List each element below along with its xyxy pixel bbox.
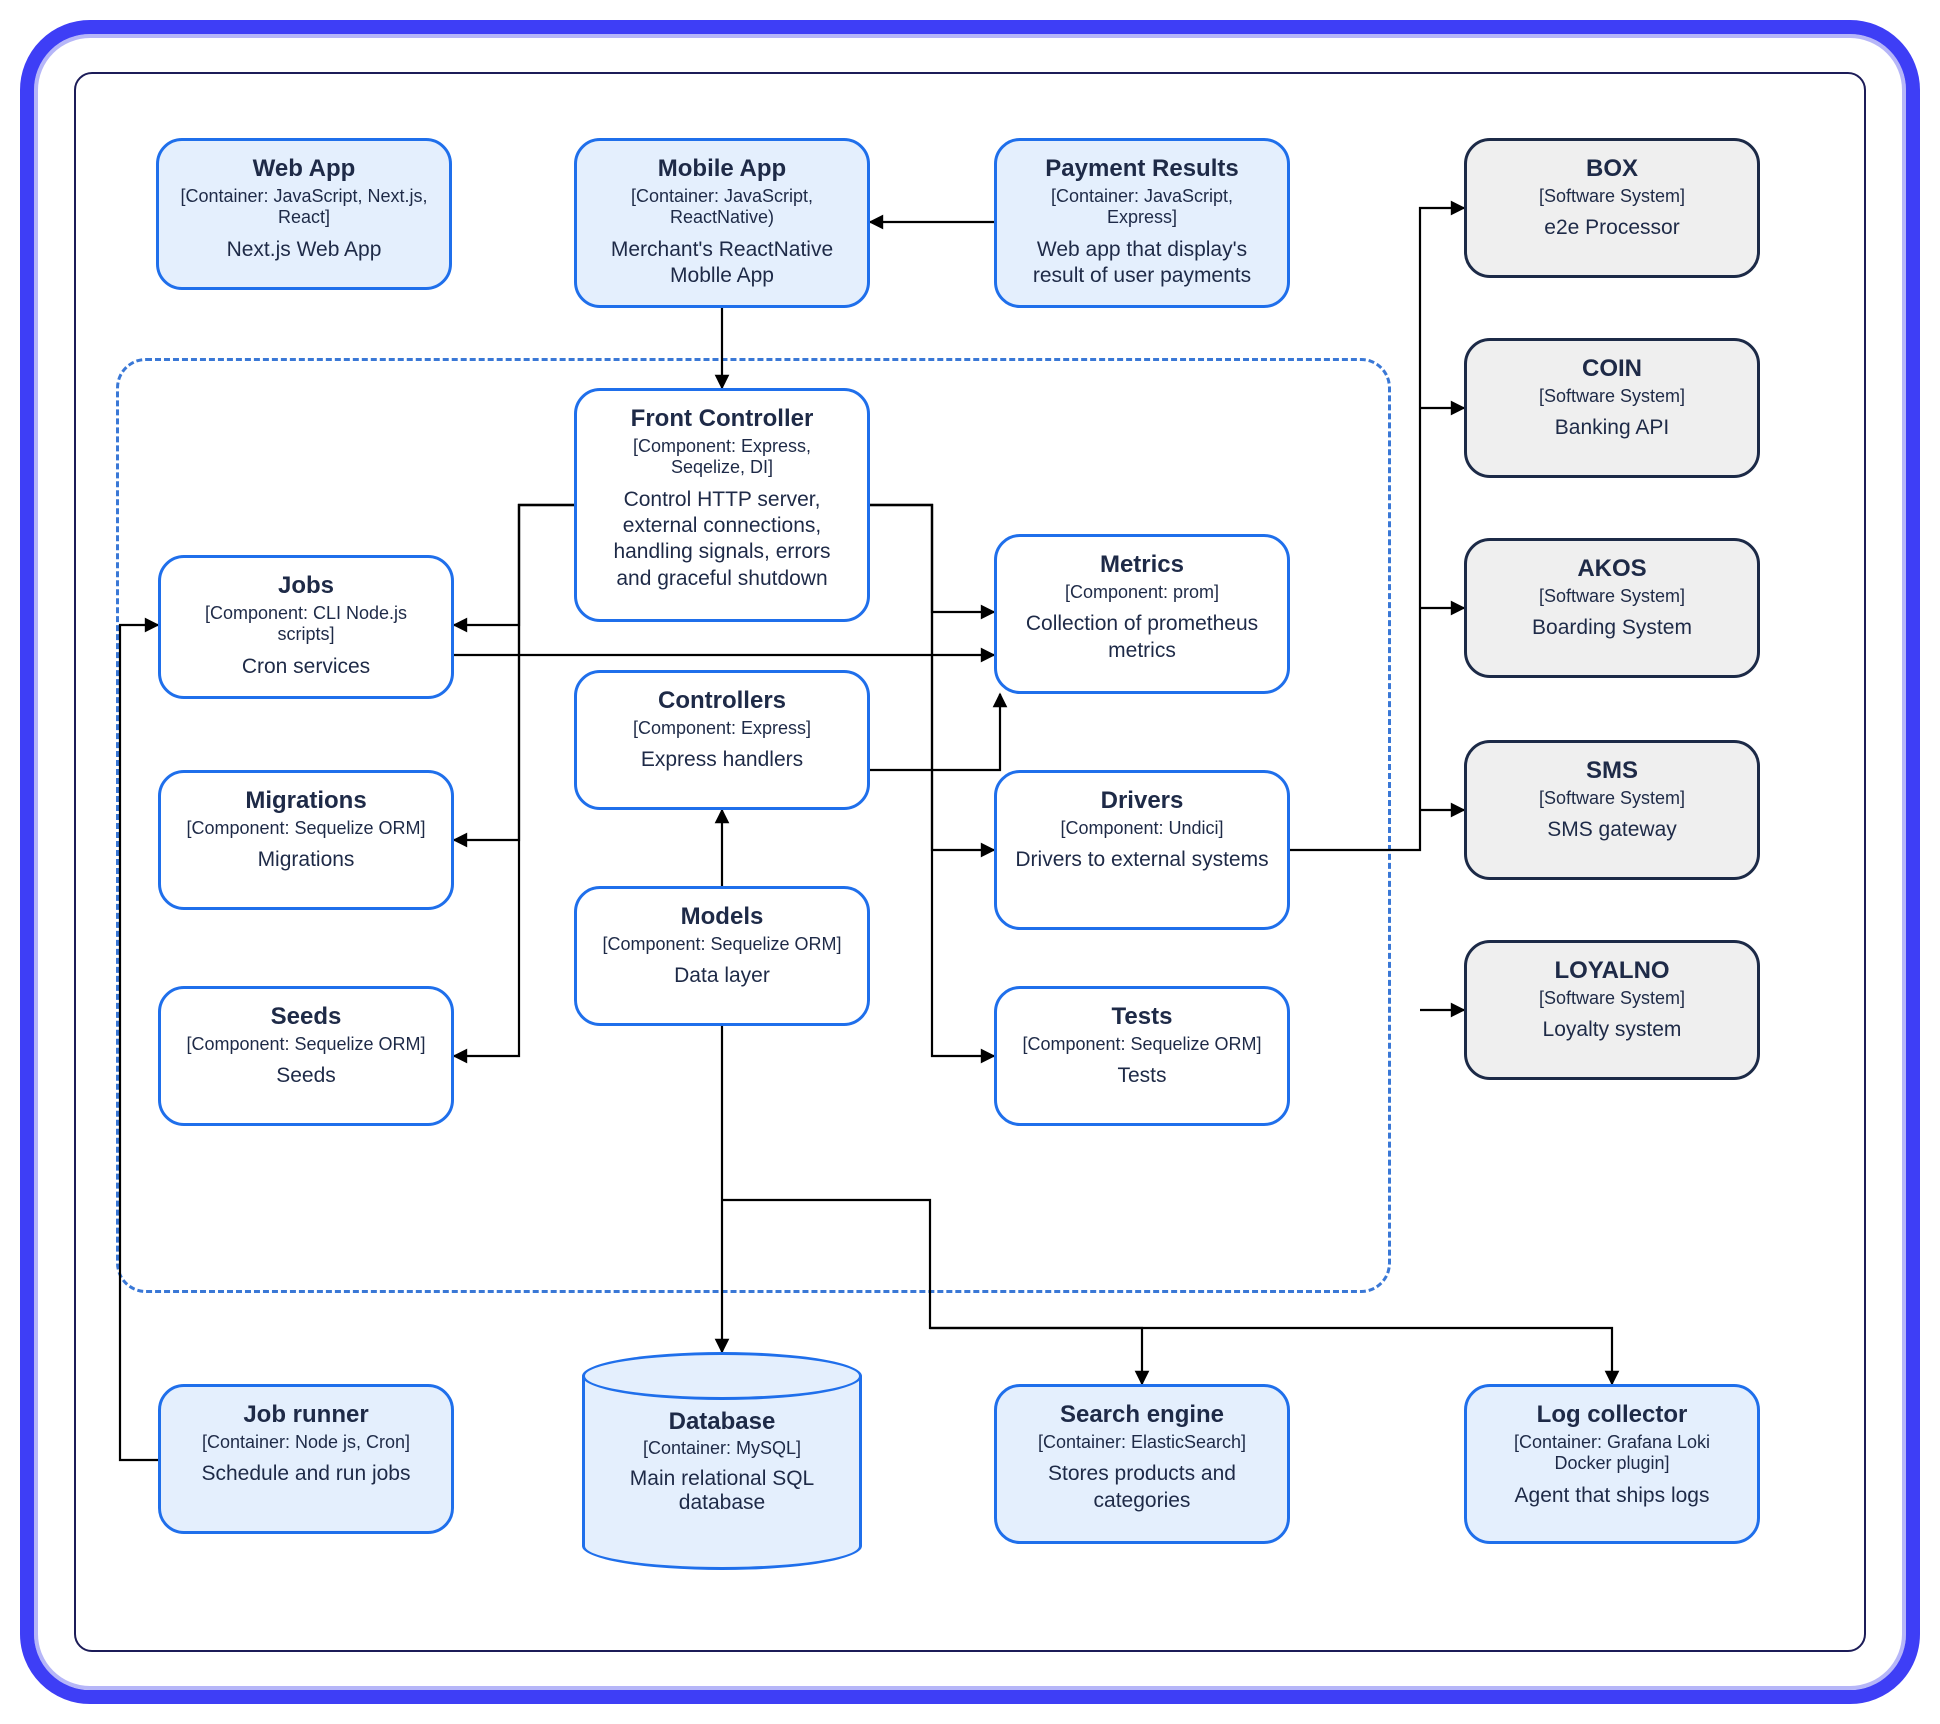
node-sub: [Container: Grafana Loki Docker plugin]: [1485, 1432, 1739, 1475]
node-tests: Tests[Component: Sequelize ORM]Tests: [994, 986, 1290, 1126]
node-title: Database: [598, 1408, 846, 1436]
node-box: BOX[Software System] e2e Processor: [1464, 138, 1760, 278]
node-title: Mobile App: [595, 155, 849, 184]
node-sub: [Component: CLI Node.js scripts]: [179, 603, 433, 646]
node-sub: [Software System]: [1485, 988, 1739, 1010]
node-desc: Next.js Web App: [177, 237, 431, 263]
node-desc: Agent that ships logs: [1485, 1483, 1739, 1509]
node-title: Seeds: [179, 1003, 433, 1032]
node-desc: SMS gateway: [1485, 817, 1739, 843]
node-title: Controllers: [595, 687, 849, 716]
node-desc: Migrations: [179, 847, 433, 873]
node-desc: Web app that display's result of user pa…: [1015, 237, 1269, 290]
node-loyalno: LOYALNO[Software System] Loyalty system: [1464, 940, 1760, 1080]
node-title: Drivers: [1015, 787, 1269, 816]
node-title: Migrations: [179, 787, 433, 816]
node-desc: Collection of prometheus metrics: [1015, 611, 1269, 664]
node-title: Metrics: [1015, 551, 1269, 580]
node-models: Models[Component: Sequelize ORM] Data lay…: [574, 886, 870, 1026]
node-sub: [Software System]: [1485, 386, 1739, 408]
node-sub: [Software System]: [1485, 186, 1739, 208]
node-migrations: Migrations[Component: Sequelize ORM]Migr…: [158, 770, 454, 910]
node-desc: Seeds: [179, 1063, 433, 1089]
node-sub: [Component: Sequelize ORM]: [179, 1034, 433, 1056]
node-sub: [Component: Sequelize ORM]: [1015, 1034, 1269, 1056]
node-title: Models: [595, 903, 849, 932]
node-title: Search engine: [1015, 1401, 1269, 1430]
node-desc: Boarding System: [1485, 615, 1739, 641]
node-title: LOYALNO: [1485, 957, 1739, 986]
node-desc: Main relational SQL database: [598, 1467, 846, 1515]
node-title: Payment Results: [1015, 155, 1269, 184]
node-desc: Merchant's ReactNative Moblle App: [595, 237, 849, 290]
node-controllers: Controllers[Component: Express] Express h…: [574, 670, 870, 810]
node-desc: Cron services: [179, 654, 433, 680]
node-desc: e2e Processor: [1485, 215, 1739, 241]
node-akos: AKOS[Software System] Boarding System: [1464, 538, 1760, 678]
node-sub: [Container: MySQL]: [598, 1438, 846, 1459]
node-desc: Drivers to external systems: [1015, 847, 1269, 873]
node-sub: [Container: JavaScript, Next.js, React]: [177, 186, 431, 229]
node-drivers: Drivers[Component: Undici] Drivers to ext…: [994, 770, 1290, 930]
node-sub: [Software System]: [1485, 788, 1739, 810]
node-desc: Loyalty system: [1485, 1017, 1739, 1043]
node-mobile: Mobile App[Container: JavaScript, ReactN…: [574, 138, 870, 308]
node-desc: Control HTTP server, external connection…: [595, 487, 849, 592]
node-sub: [Container: Node js, Cron]: [179, 1432, 433, 1454]
node-sub: [Container: JavaScript, Express]: [1015, 186, 1269, 229]
node-desc: Schedule and run jobs: [179, 1461, 433, 1487]
node-database: Database[Container: MySQL] Main relationa…: [582, 1352, 862, 1570]
node-title: AKOS: [1485, 555, 1739, 584]
node-title: Tests: [1015, 1003, 1269, 1032]
node-sub: [Component: Sequelize ORM]: [595, 934, 849, 956]
node-title: BOX: [1485, 155, 1739, 184]
node-title: Jobs: [179, 572, 433, 601]
node-desc: Stores products and categories: [1015, 1461, 1269, 1514]
node-sub: [Component: prom]: [1015, 582, 1269, 604]
node-desc: Express handlers: [595, 747, 849, 773]
node-sub: [Component: Express, Seqelize, DI]: [595, 436, 849, 479]
node-sms: SMS[Software System] SMS gateway: [1464, 740, 1760, 880]
node-sub: [Software System]: [1485, 586, 1739, 608]
node-sub: [Component: Express]: [595, 718, 849, 740]
node-metrics: Metrics[Component: prom] Collection of pr…: [994, 534, 1290, 694]
node-payres: Payment Results[Container: JavaScript, E…: [994, 138, 1290, 308]
node-webapp: Web App[Container: JavaScript, Next.js, …: [156, 138, 452, 290]
node-desc: Data layer: [595, 963, 849, 989]
node-title: Web App: [177, 155, 431, 184]
node-sub: [Container: JavaScript, ReactNative): [595, 186, 849, 229]
node-title: Log collector: [1485, 1401, 1739, 1430]
node-jobrunner: Job runner[Container: Node js, Cron] Sche…: [158, 1384, 454, 1534]
node-jobs: Jobs[Component: CLI Node.js scripts] Cron…: [158, 555, 454, 699]
node-front: Front Controller[Component: Express, Seq…: [574, 388, 870, 622]
node-title: COIN: [1485, 355, 1739, 384]
node-coin: COIN[Software System] Banking API: [1464, 338, 1760, 478]
node-sub: [Component: Sequelize ORM]: [179, 818, 433, 840]
node-title: Front Controller: [595, 405, 849, 434]
node-desc: Banking API: [1485, 415, 1739, 441]
node-desc: Tests: [1015, 1063, 1269, 1089]
node-log: Log collector[Container: Grafana Loki Do…: [1464, 1384, 1760, 1544]
node-sub: [Component: Undici]: [1015, 818, 1269, 840]
node-search: Search engine[Container: ElasticSearch] S…: [994, 1384, 1290, 1544]
node-seeds: Seeds[Component: Sequelize ORM]Seeds: [158, 986, 454, 1126]
node-title: Job runner: [179, 1401, 433, 1430]
node-sub: [Container: ElasticSearch]: [1015, 1432, 1269, 1454]
node-title: SMS: [1485, 757, 1739, 786]
